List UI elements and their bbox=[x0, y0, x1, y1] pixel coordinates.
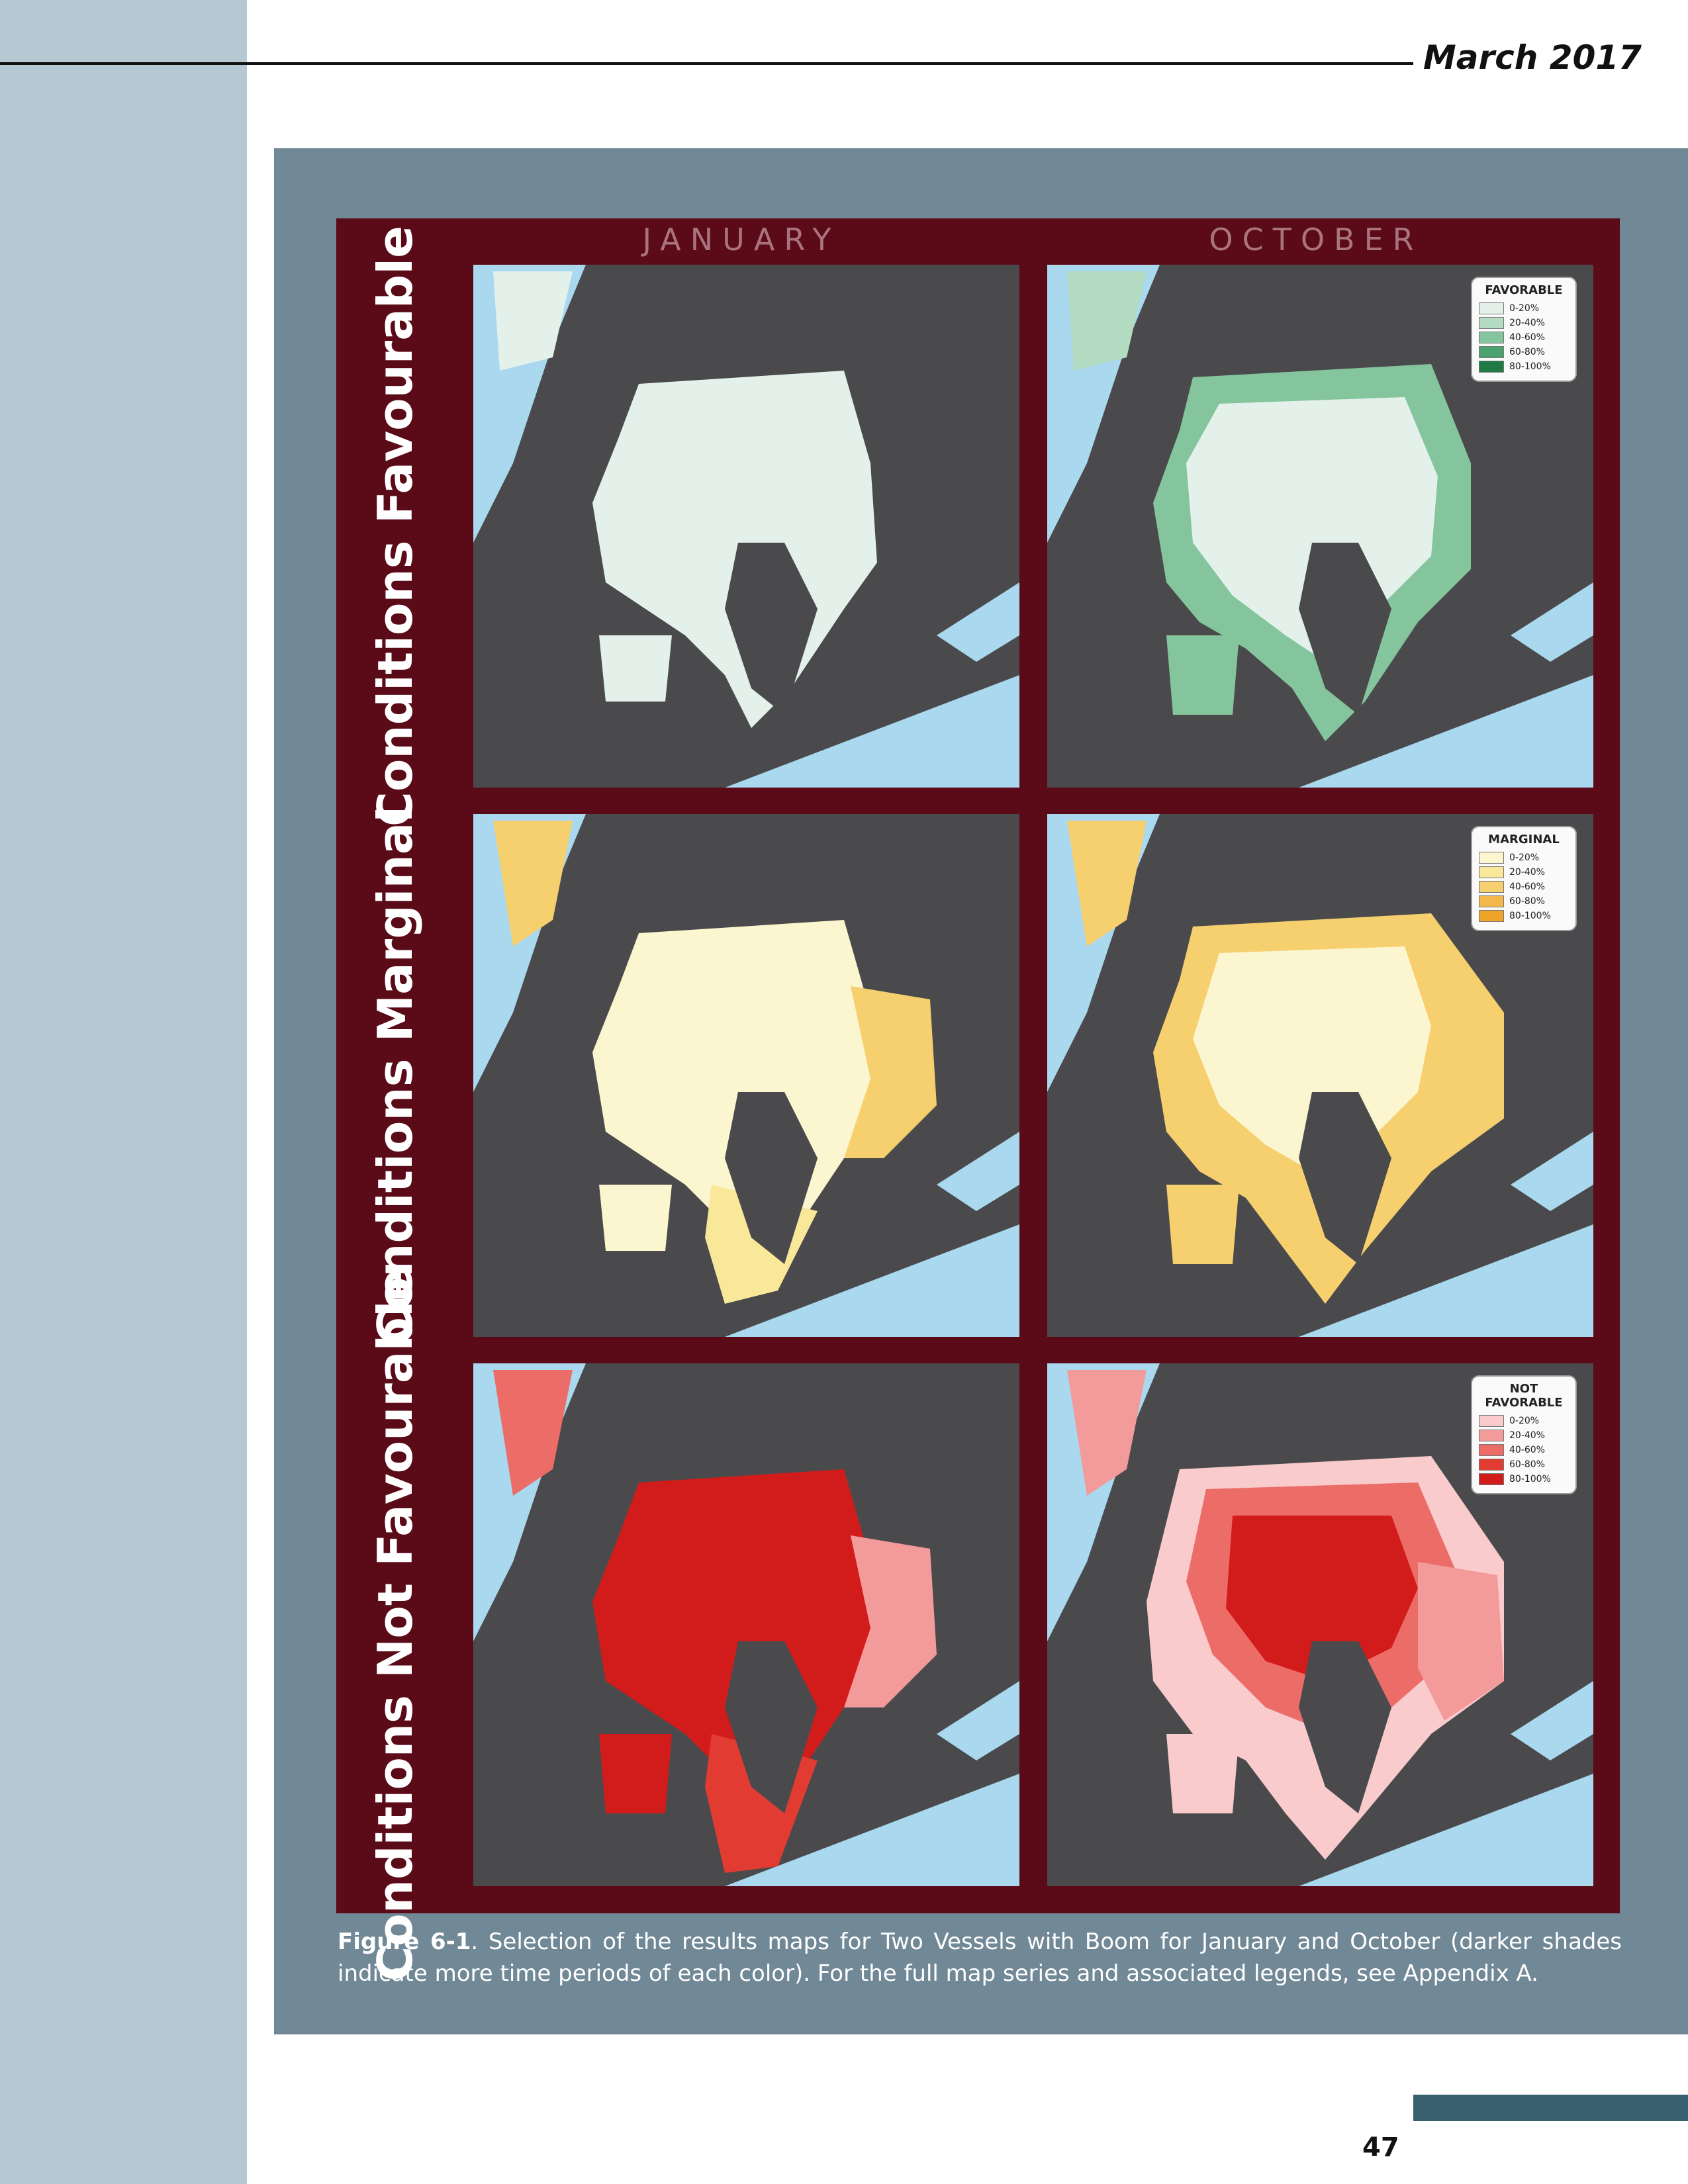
legend-label: 60-80% bbox=[1509, 896, 1545, 907]
legend-swatch bbox=[1479, 317, 1504, 329]
legend-swatch bbox=[1479, 302, 1504, 314]
legend-swatch bbox=[1479, 881, 1504, 893]
legend-swatch bbox=[1479, 1444, 1504, 1456]
legend-swatch bbox=[1479, 1459, 1504, 1471]
arctic-map bbox=[1047, 265, 1593, 788]
legend-label: 60-80% bbox=[1509, 347, 1545, 357]
legend-item: 40-60% bbox=[1479, 880, 1569, 894]
column-label-january: JANUARY bbox=[642, 222, 841, 257]
legend-swatch bbox=[1479, 1430, 1504, 1441]
legend-label: 80-100% bbox=[1509, 361, 1551, 372]
row-label-marginal: Conditions Marginal bbox=[367, 805, 423, 1345]
legend-label: 20-40% bbox=[1509, 867, 1545, 878]
legend-label: 60-80% bbox=[1509, 1459, 1545, 1470]
legend-swatch bbox=[1479, 332, 1504, 343]
page-bar bbox=[1413, 2095, 1688, 2121]
legend-item: 20-40% bbox=[1479, 1428, 1569, 1443]
legend-swatch bbox=[1479, 346, 1504, 358]
legend-label: 0-20% bbox=[1509, 1416, 1540, 1426]
legend-swatch bbox=[1479, 895, 1504, 907]
legend-not-favorable: NOT FAVORABLE 0-20% 20-40% 40-60% 60-80%… bbox=[1471, 1375, 1577, 1494]
legend-item: 20-40% bbox=[1479, 865, 1569, 880]
legend-label: 80-100% bbox=[1509, 1474, 1551, 1484]
legend-item: 40-60% bbox=[1479, 330, 1569, 345]
row-label-not-favourable: Conditions Not Favourable bbox=[367, 1268, 423, 1981]
legend-marginal: MARGINAL 0-20% 20-40% 40-60% 60-80% 80-1… bbox=[1471, 826, 1577, 931]
row-label-favourable: Conditions Favourable bbox=[367, 226, 423, 827]
page-number: 47 bbox=[1362, 2132, 1399, 2163]
legend-swatch bbox=[1479, 1415, 1504, 1427]
legend-label: 0-20% bbox=[1509, 303, 1540, 314]
legend-label: 40-60% bbox=[1509, 882, 1545, 892]
legend-swatch bbox=[1479, 852, 1504, 864]
arctic-map bbox=[1047, 1363, 1593, 1886]
arctic-map bbox=[473, 265, 1019, 788]
map-january-favourable bbox=[473, 265, 1019, 788]
map-october-favourable bbox=[1047, 265, 1593, 788]
legend-title: FAVORABLE bbox=[1485, 283, 1563, 297]
legend-label: 40-60% bbox=[1509, 1445, 1545, 1455]
legend-item: 20-40% bbox=[1479, 316, 1569, 330]
legend-label: 0-20% bbox=[1509, 852, 1540, 863]
legend-item: 0-20% bbox=[1479, 1414, 1569, 1428]
arctic-map bbox=[473, 1363, 1019, 1886]
arctic-map bbox=[473, 814, 1019, 1337]
legend-item: 60-80% bbox=[1479, 345, 1569, 359]
legend-item: 80-100% bbox=[1479, 359, 1569, 374]
legend-favorable: FAVORABLE 0-20% 20-40% 40-60% 60-80% 80-… bbox=[1471, 277, 1577, 382]
legend-label: 20-40% bbox=[1509, 1430, 1545, 1441]
legend-swatch bbox=[1479, 1473, 1504, 1485]
map-january-not-favourable bbox=[473, 1363, 1019, 1886]
map-january-marginal bbox=[473, 814, 1019, 1337]
legend-item: 80-100% bbox=[1479, 909, 1569, 923]
caption-text: . Selection of the results maps for Two … bbox=[338, 1929, 1622, 1987]
legend-item: 40-60% bbox=[1479, 1443, 1569, 1457]
legend-label: 80-100% bbox=[1509, 911, 1551, 921]
legend-item: 0-20% bbox=[1479, 301, 1569, 316]
legend-item: 80-100% bbox=[1479, 1472, 1569, 1486]
legend-swatch bbox=[1479, 866, 1504, 878]
legend-swatch bbox=[1479, 910, 1504, 922]
legend-title: NOT FAVORABLE bbox=[1485, 1382, 1563, 1410]
header-rule bbox=[0, 62, 1413, 65]
legend-swatch bbox=[1479, 361, 1504, 373]
side-band bbox=[0, 0, 247, 2184]
legend-item: 60-80% bbox=[1479, 1457, 1569, 1472]
legend-title: MARGINAL bbox=[1488, 833, 1560, 846]
legend-label: 40-60% bbox=[1509, 332, 1545, 343]
header-date: March 2017 bbox=[1423, 38, 1642, 77]
legend-item: 60-80% bbox=[1479, 894, 1569, 909]
column-label-october: OCTOBER bbox=[1209, 222, 1423, 257]
figure-caption: Figure 6-1. Selection of the results map… bbox=[338, 1926, 1622, 1989]
legend-item: 0-20% bbox=[1479, 850, 1569, 865]
legend-label: 20-40% bbox=[1509, 318, 1545, 328]
caption-label: Figure 6-1 bbox=[338, 1929, 471, 1955]
